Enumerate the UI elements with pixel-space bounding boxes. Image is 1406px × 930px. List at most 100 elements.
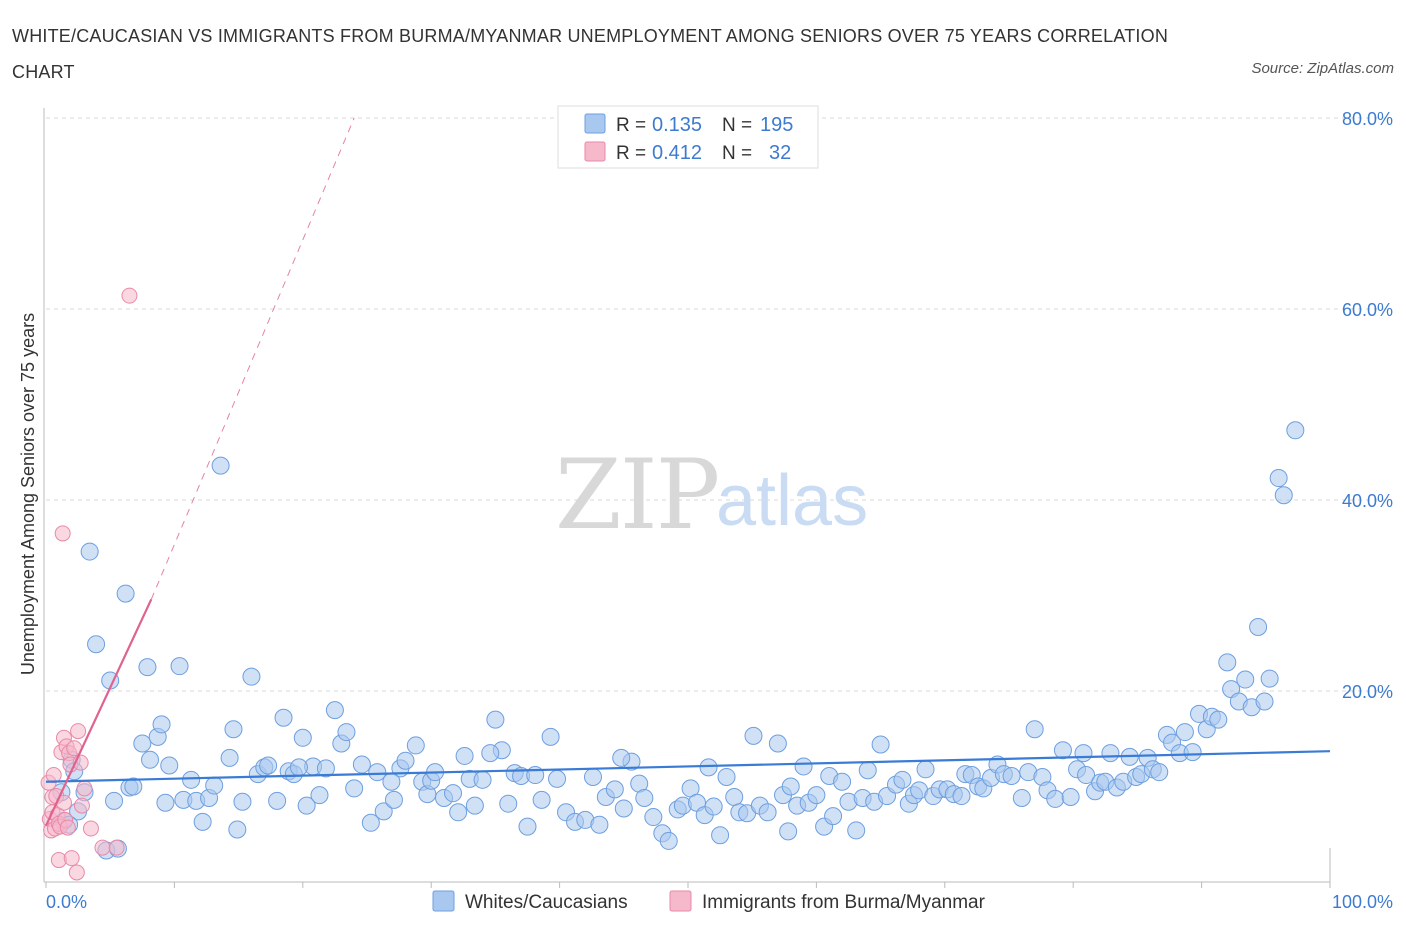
- point-burma: [63, 850, 80, 867]
- point-whites: [871, 735, 890, 754]
- point-whites: [1286, 421, 1305, 440]
- y-tick-label: 20.0%: [1342, 682, 1393, 702]
- point-whites: [794, 757, 813, 776]
- legend-bottom-whites: Whites/Caucasians: [465, 892, 628, 913]
- point-whites: [518, 817, 537, 836]
- point-burma: [73, 797, 90, 814]
- point-whites: [465, 796, 484, 815]
- chart-title: WHITE/CAUCASIAN VS IMMIGRANTS FROM BURMA…: [12, 26, 1169, 82]
- point-whites: [473, 770, 492, 789]
- point-whites: [659, 831, 678, 850]
- point-whites: [644, 808, 663, 827]
- point-whites: [182, 770, 201, 789]
- point-whites: [635, 788, 654, 807]
- point-whites: [605, 780, 624, 799]
- legend-pink-r-value: 0.412: [652, 142, 702, 164]
- point-whites: [1077, 766, 1096, 785]
- point-whites: [758, 803, 777, 822]
- point-burma: [59, 819, 76, 836]
- point-whites: [361, 813, 380, 832]
- point-whites: [224, 720, 243, 739]
- point-whites: [396, 751, 415, 770]
- point-whites: [590, 815, 609, 834]
- point-whites: [80, 542, 99, 561]
- y-axis-title: Unemployment Among Seniors over 75 years: [18, 313, 38, 675]
- point-whites: [807, 786, 826, 805]
- trend-lines: [45, 117, 1331, 827]
- tick-labels: 20.0% 40.0% 60.0% 80.0% 0.0% 100.0%: [46, 109, 1393, 912]
- point-whites: [268, 791, 287, 810]
- point-whites: [220, 748, 239, 767]
- point-whites: [297, 796, 316, 815]
- point-whites: [337, 723, 356, 742]
- y-tick-label: 40.0%: [1342, 491, 1393, 511]
- point-whites: [499, 794, 518, 813]
- point-whites: [481, 744, 500, 763]
- point-whites: [858, 761, 877, 780]
- point-whites: [233, 792, 252, 811]
- point-whites: [548, 769, 567, 788]
- point-whites: [368, 763, 387, 782]
- axes: [43, 108, 1331, 888]
- trend-burma-extension: [150, 117, 355, 600]
- point-burma: [45, 767, 62, 784]
- legend-pink-r-label: R =: [616, 143, 646, 164]
- point-whites: [325, 701, 344, 720]
- legend-bottom-blue-swatch: [432, 890, 455, 912]
- point-whites: [1249, 618, 1268, 637]
- point-whites: [228, 820, 247, 839]
- point-whites: [699, 758, 718, 777]
- point-whites: [1260, 669, 1279, 688]
- point-whites: [1025, 720, 1044, 739]
- source-label: Source: ZipAtlas.com: [1251, 60, 1394, 77]
- point-whites: [847, 821, 866, 840]
- point-whites: [833, 772, 852, 791]
- legend-blue-n-value: 195: [760, 114, 793, 136]
- point-whites: [1074, 744, 1093, 763]
- point-whites: [1255, 692, 1274, 711]
- point-whites: [116, 584, 135, 603]
- point-whites: [725, 788, 744, 807]
- point-whites: [541, 727, 560, 746]
- point-whites: [352, 755, 371, 774]
- point-whites: [156, 793, 175, 812]
- point-burma: [54, 525, 71, 542]
- grid: [46, 117, 1390, 692]
- legend-bottom-pink-swatch: [669, 890, 692, 912]
- point-burma: [70, 723, 87, 740]
- point-whites: [87, 635, 106, 654]
- point-whites: [193, 812, 212, 831]
- legend-pink-swatch: [584, 141, 606, 162]
- point-whites: [916, 760, 935, 779]
- point-whites: [406, 736, 425, 755]
- point-whites: [141, 750, 160, 769]
- point-burma: [121, 287, 138, 304]
- series-whites-points: [52, 421, 1305, 860]
- point-whites: [704, 797, 723, 816]
- point-whites: [152, 715, 171, 734]
- point-whites: [138, 658, 157, 677]
- point-whites: [293, 728, 312, 747]
- point-whites: [532, 790, 551, 809]
- point-whites: [274, 708, 293, 727]
- legend-pink-n-value: 32: [769, 142, 791, 164]
- point-whites: [711, 826, 730, 845]
- legend-blue-swatch: [584, 113, 606, 134]
- point-whites: [1218, 653, 1237, 672]
- legend-blue-r-label: R =: [616, 115, 646, 136]
- point-whites: [1053, 741, 1072, 760]
- point-burma: [94, 839, 111, 856]
- point-whites: [614, 799, 633, 818]
- point-whites: [1101, 744, 1120, 763]
- point-whites: [384, 790, 403, 809]
- point-whites: [160, 756, 179, 775]
- point-whites: [1269, 469, 1288, 488]
- legend-blue-n-label: N =: [722, 115, 752, 136]
- legend-bottom: Whites/Caucasians Immigrants from Burma/…: [432, 890, 986, 913]
- point-whites: [242, 667, 261, 686]
- trend-whites: [45, 750, 1331, 783]
- legend-pink-n-label: N =: [722, 143, 752, 164]
- point-whites: [768, 734, 787, 753]
- point-whites: [893, 770, 912, 789]
